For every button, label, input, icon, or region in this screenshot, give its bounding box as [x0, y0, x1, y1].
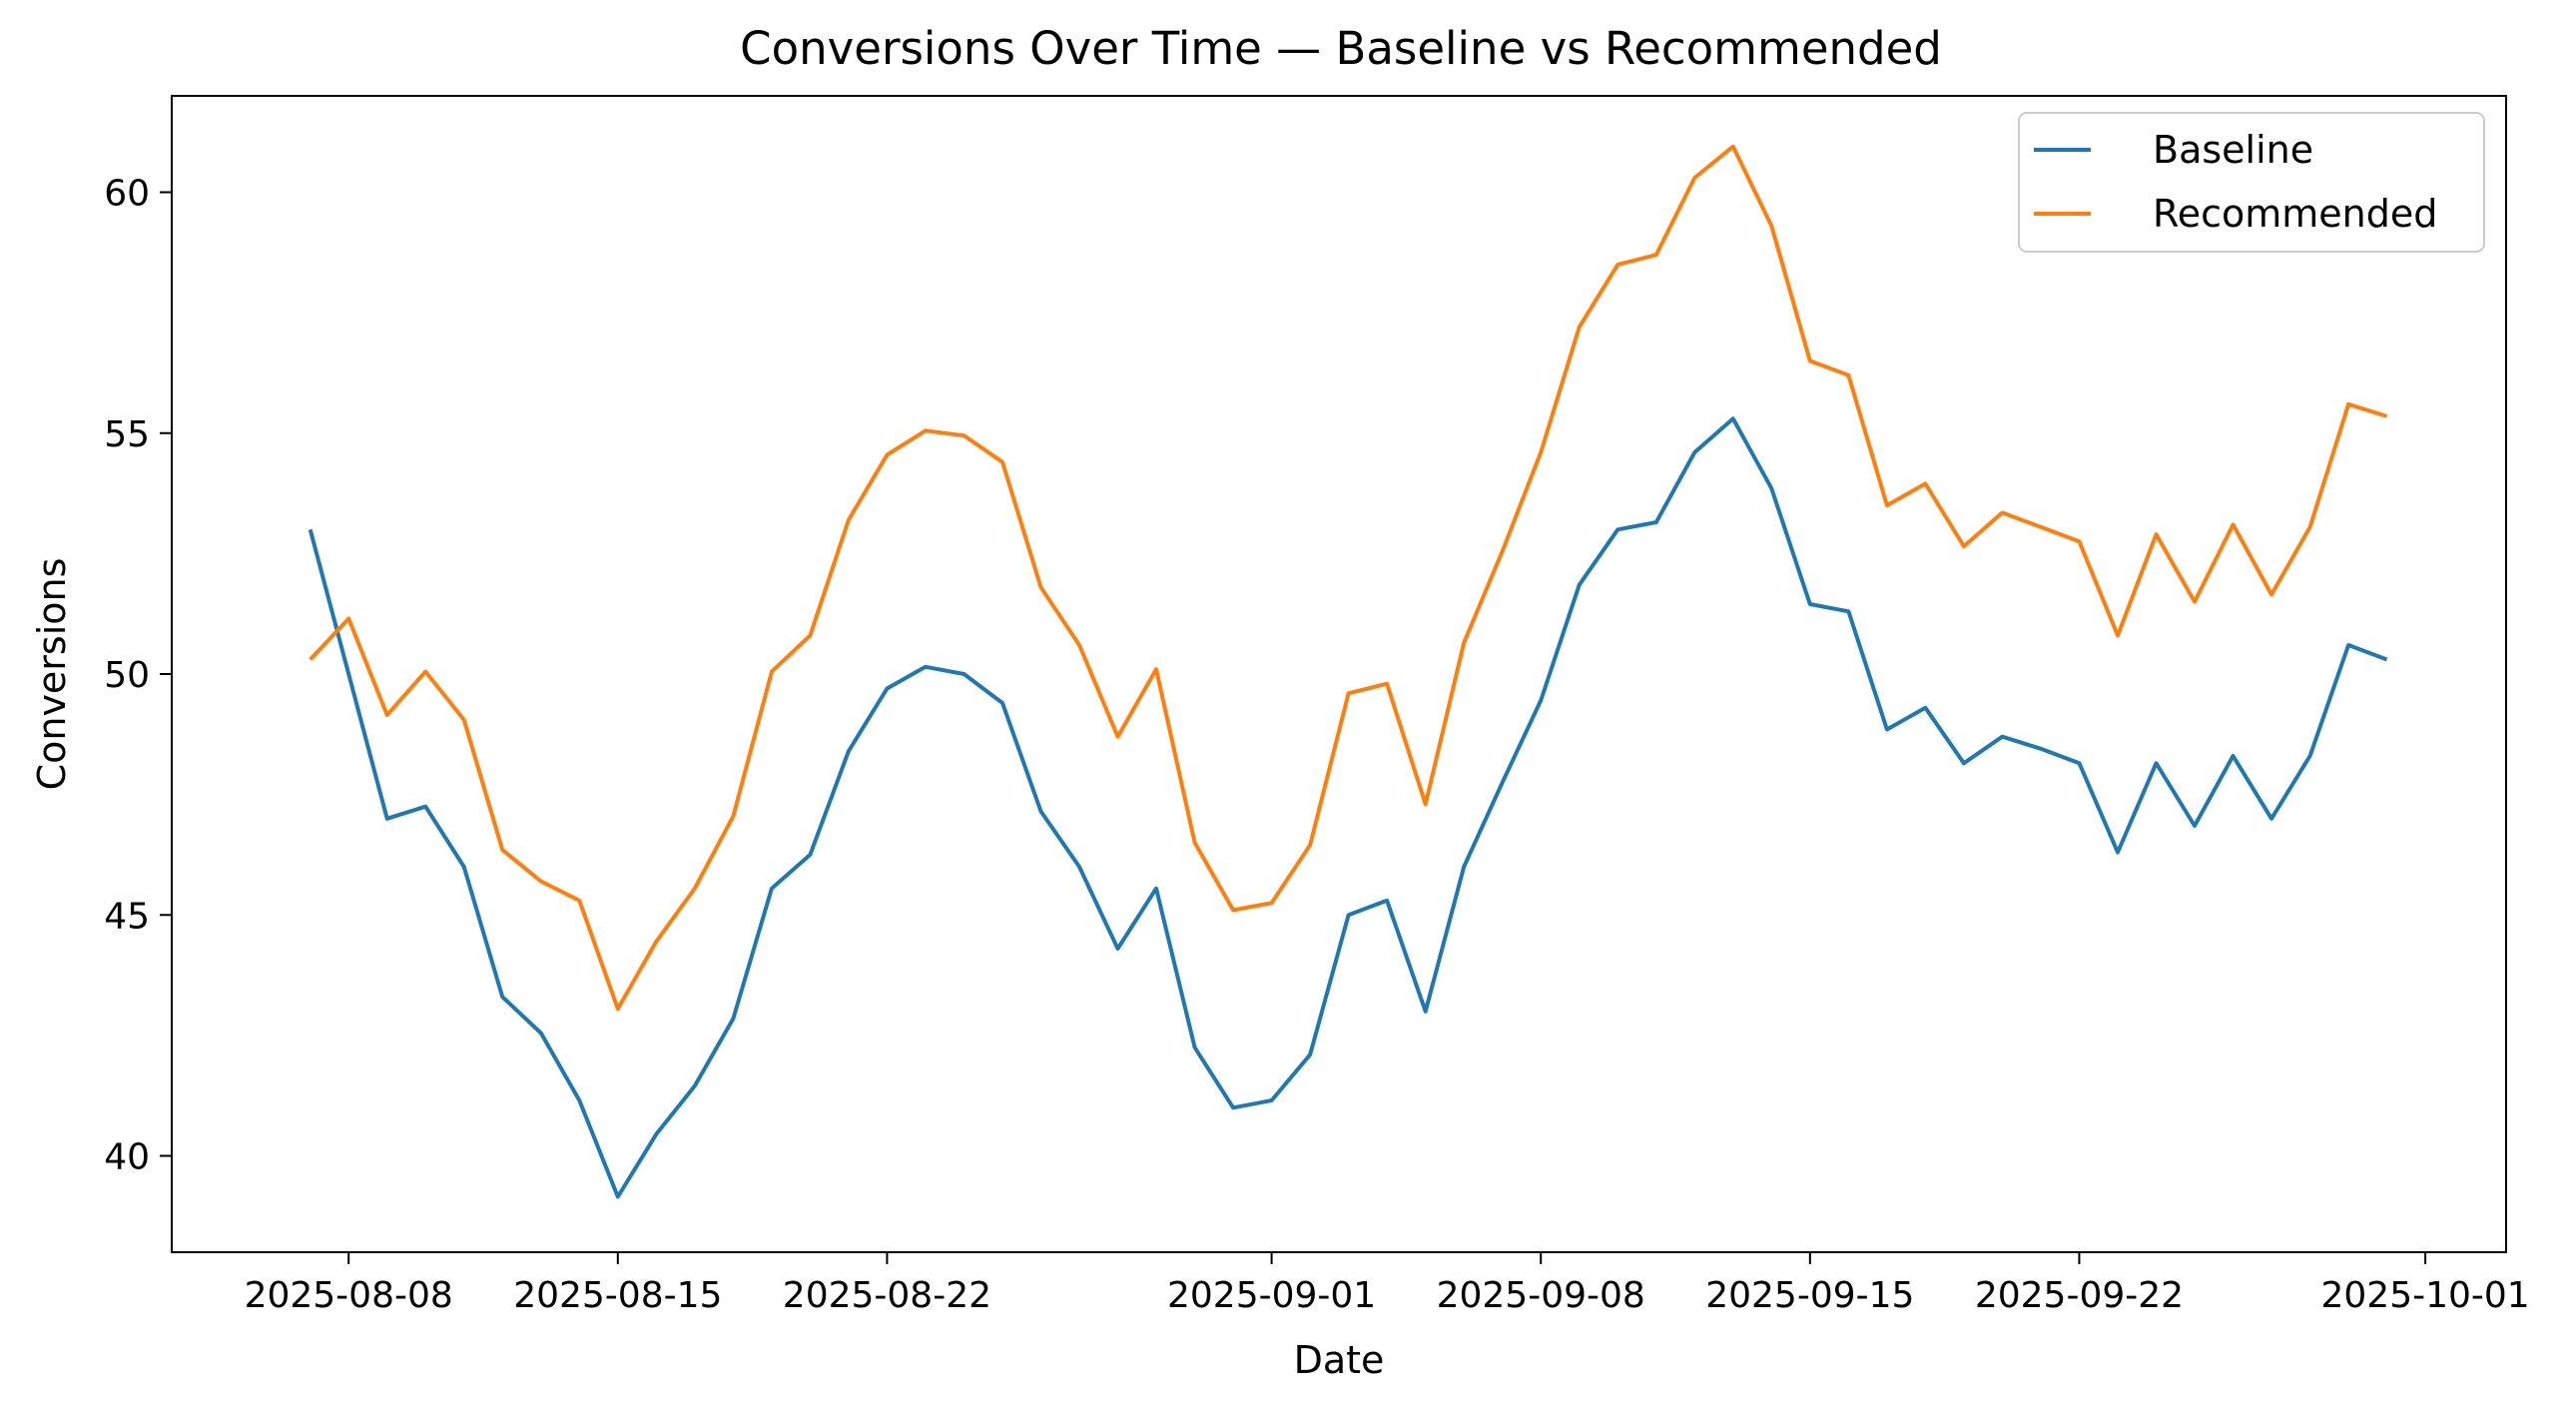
chart-title: Conversions Over Time — Baseline vs Reco… [740, 22, 1942, 75]
y-tick-label: 60 [104, 174, 150, 215]
x-axis-label: Date [1294, 1338, 1385, 1382]
y-axis-label: Conversions [30, 558, 74, 791]
y-tick-label: 55 [104, 414, 150, 455]
x-tick-label: 2025-08-15 [513, 1275, 722, 1316]
y-tick-label: 45 [104, 896, 150, 937]
x-tick-label: 2025-09-22 [1975, 1275, 2184, 1316]
series-layer [308, 144, 2388, 1199]
x-tick-label: 2025-09-15 [1705, 1275, 1914, 1316]
x-axis: 2025-08-08 2025-08-15 2025-08-22 2025-09-01… [245, 1252, 2530, 1316]
y-tick-label: 40 [104, 1137, 150, 1178]
legend-label-baseline: Baseline [2153, 128, 2313, 172]
x-tick-label: 2025-09-08 [1437, 1275, 1645, 1316]
series-line-baseline [308, 416, 2388, 1199]
y-tick-label: 50 [104, 655, 150, 696]
y-axis: 40 45 50 55 60 [104, 174, 172, 1178]
series-line-recommended [309, 144, 2388, 1012]
x-tick-label: 2025-10-01 [2321, 1275, 2530, 1316]
x-tick-label: 2025-09-01 [1167, 1275, 1376, 1316]
x-tick-label: 2025-08-08 [245, 1275, 453, 1316]
legend-box [2018, 112, 2485, 253]
legend-label-recommended: Recommended [2153, 192, 2437, 236]
legend: Baseline Recommended [2018, 112, 2485, 253]
x-tick-label: 2025-08-22 [783, 1275, 991, 1316]
